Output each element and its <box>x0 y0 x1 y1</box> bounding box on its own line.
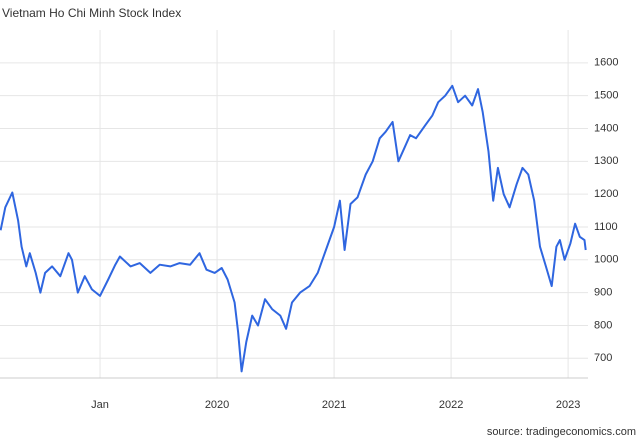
chart-title: Vietnam Ho Chi Minh Stock Index <box>2 6 181 20</box>
y-tick-label: 1200 <box>594 188 618 200</box>
x-tick-label: 2021 <box>322 399 346 411</box>
y-tick-label: 1600 <box>594 57 618 69</box>
y-tick-label: 1500 <box>594 90 618 102</box>
y-tick-label: 1000 <box>594 254 618 266</box>
x-tick-label: Jan <box>91 399 109 411</box>
y-tick-label: 800 <box>594 319 612 331</box>
x-tick-label: 2022 <box>439 399 463 411</box>
y-tick-label: 1400 <box>594 122 618 134</box>
y-tick-label: 1100 <box>594 221 618 233</box>
line-series <box>0 84 587 373</box>
x-tick-label: 2023 <box>556 399 580 411</box>
y-tick-label: 700 <box>594 352 612 364</box>
y-tick-label: 900 <box>594 287 612 299</box>
source: source: tradingeconomics.com <box>487 426 636 438</box>
y-tick-label: 1300 <box>594 155 618 167</box>
x-tick-label: 2020 <box>205 399 229 411</box>
